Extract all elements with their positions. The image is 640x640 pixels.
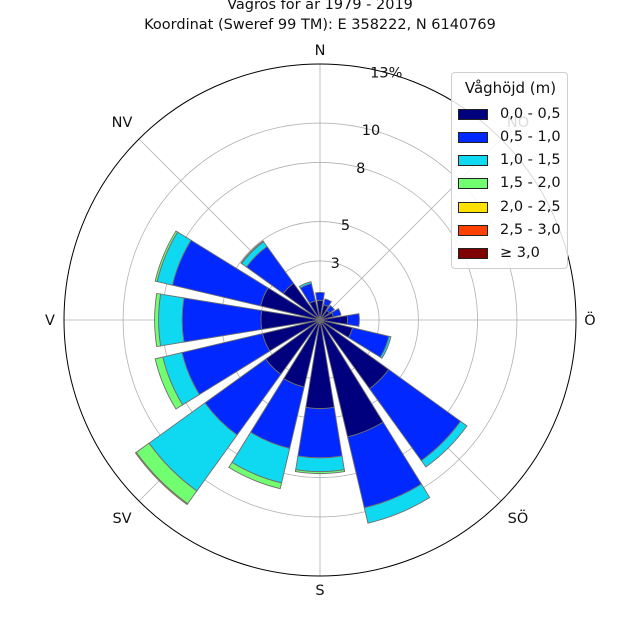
bar-segment [228,461,283,490]
legend-label: 0,0 - 0,5 [500,106,561,122]
legend-swatch [458,131,488,143]
radial-tick-label: 5 [341,218,350,234]
legend-title: Våghöjd (m) [464,79,557,97]
radial-tick-label: 13% [370,66,402,82]
chart-subtitle: Koordinat (Sweref 99 TM): E 358222, N 61… [144,17,496,33]
bar-segment [346,313,360,327]
legend-swatch [458,247,488,259]
polar-frame [63,63,577,577]
direction-label: N [315,43,326,59]
legend-swatch [458,224,488,236]
bar-segment [297,406,343,459]
bar-segment [240,240,265,265]
bar-segment [326,304,336,314]
chart-title: Vågros för år 1979 - 2019 [227,0,413,13]
bar-segment [298,281,312,289]
direction-label: Ö [584,311,595,329]
bar-segment [295,455,345,473]
direction-label: V [45,313,55,329]
legend-item: 1,5 - 2,0 [458,173,561,193]
bar-segment [315,291,325,302]
legend-item: 2,5 - 3,0 [458,220,561,240]
legend-label: 1,0 - 1,5 [500,152,561,168]
legend-item: 1,0 - 1,5 [458,150,561,170]
bar-segment [363,483,431,524]
bar-segment [294,469,346,474]
bar-segment [181,297,263,343]
radial-tick-label: 8 [356,161,365,177]
direction-label: S [315,583,324,599]
legend-item: 2,0 - 2,5 [458,197,561,217]
bar-segment [379,335,392,359]
direction-label: SÖ [508,509,529,527]
legend-item: 0,0 - 0,5 [458,104,561,124]
legend-item: 0,5 - 1,0 [458,127,561,147]
legend-label: 1,5 - 2,0 [500,175,561,191]
legend-swatch [458,177,488,189]
legend-swatch [458,154,488,166]
legend-swatch [458,201,488,213]
legend-label: 2,0 - 2,5 [500,199,561,215]
bar-segment [420,420,468,468]
radial-tick-label: 10 [362,123,380,139]
bar-segment [154,356,184,410]
bar-segment [134,451,189,506]
direction-label: NV [112,115,133,131]
bar-segment [331,307,342,318]
legend-swatch [458,108,488,120]
bar-segment [158,293,185,347]
direction-label: SV [112,511,131,527]
radial-tick-label: 3 [331,256,340,272]
legend-item: ≥ 3,0 [458,243,540,263]
legend-label: 0,5 - 1,0 [500,129,561,145]
legend: Våghöjd (m) 0,0 - 0,5 0,5 - 1,0 1,0 - 1,… [451,72,568,269]
legend-label: 2,5 - 3,0 [500,222,561,238]
bar-segment [154,230,179,283]
bar-segment [154,292,162,348]
legend-label: ≥ 3,0 [500,245,540,261]
bar-segment [323,298,333,308]
